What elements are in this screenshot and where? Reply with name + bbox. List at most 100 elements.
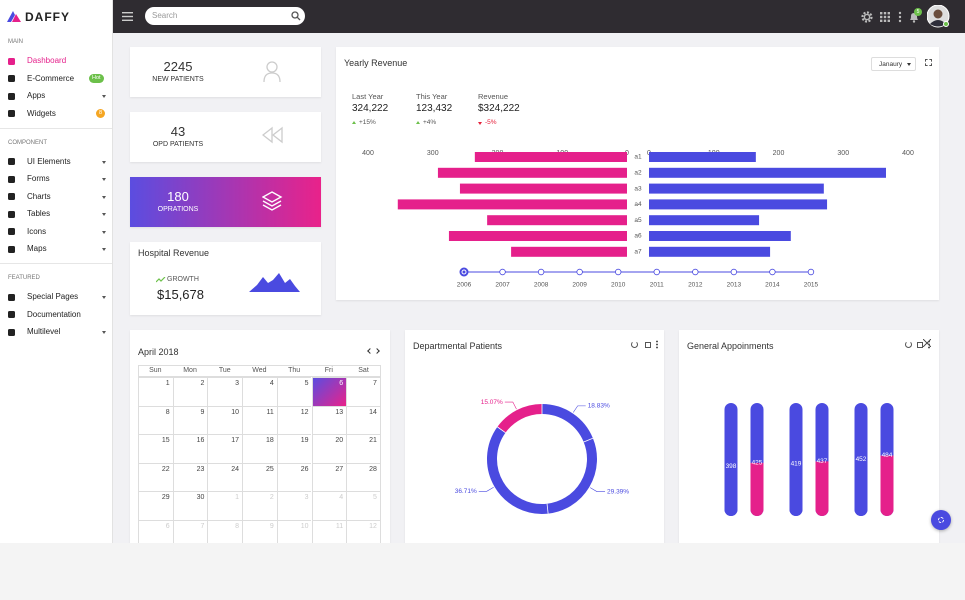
day-number: 10	[300, 522, 309, 530]
calendar-day[interactable]: 12	[346, 519, 381, 543]
calendar-day[interactable]: 2	[172, 377, 208, 406]
prev-button[interactable]	[367, 348, 373, 354]
summary-label: Last Year	[352, 92, 384, 101]
calendar-day[interactable]: 4	[242, 377, 277, 406]
calendar-day[interactable]: 9	[242, 519, 277, 543]
growth-label: GROWTH	[167, 276, 199, 283]
caret	[102, 248, 106, 251]
calendar-day[interactable]: 14	[346, 405, 381, 434]
menu-item[interactable]: Charts	[27, 191, 51, 201]
menu-item[interactable]: Apps	[27, 91, 46, 100]
menu-item[interactable]: Tables	[27, 209, 51, 218]
close-icon[interactable]	[923, 339, 931, 347]
calendar-day[interactable]: 16	[172, 434, 208, 463]
refresh-icon[interactable]	[905, 341, 912, 348]
calendar-day[interactable]: 9	[172, 405, 208, 434]
search-icon	[291, 11, 301, 21]
day-number: 11	[335, 522, 344, 530]
apps-icon[interactable]	[880, 12, 890, 22]
day-number: 22	[161, 465, 170, 473]
calendar-day[interactable]: 21	[346, 434, 381, 463]
menu-item[interactable]: Maps	[27, 244, 47, 253]
day-number: 4	[269, 380, 274, 387]
calendar-day[interactable]: 10	[276, 519, 312, 543]
menu-icon	[8, 293, 15, 301]
calendar-day[interactable]: 26	[276, 462, 312, 491]
sidebar: DAFFY MAIN Dashboard E-Commerce Hot Apps Widg…	[0, 0, 113, 543]
calendar-day[interactable]: 20	[311, 434, 347, 463]
summary-value: 123,432	[416, 103, 453, 114]
calendar-day[interactable]: 22	[138, 462, 173, 491]
menu-button[interactable]	[122, 12, 133, 21]
expand-icon[interactable]	[925, 59, 932, 66]
calendar-day[interactable]: 7	[346, 377, 381, 406]
day-number: 6	[165, 522, 170, 530]
calendar-day[interactable]: 11	[311, 519, 347, 543]
calendar-day[interactable]: 11	[242, 405, 277, 434]
card-title: Departmental Patients	[413, 341, 503, 351]
calendar-day[interactable]: 23	[172, 462, 208, 491]
calendar-day[interactable]: 6	[138, 519, 173, 543]
calendar-day[interactable]: 12	[276, 405, 312, 434]
dropdown-label: Janaury	[879, 60, 903, 68]
caret	[102, 213, 106, 216]
calendar-day[interactable]: 8	[138, 405, 173, 434]
dropdown[interactable]: Janaury	[871, 57, 916, 71]
calendar-day[interactable]: 5	[276, 377, 312, 406]
calendar-day[interactable]: 29	[138, 491, 173, 520]
expand-icon[interactable]	[645, 342, 651, 348]
more-icon[interactable]	[656, 340, 658, 349]
menu-item[interactable]: Documentation	[27, 309, 81, 319]
calendar-day[interactable]: 3	[207, 377, 243, 406]
calendar-day[interactable]: 24	[207, 462, 243, 491]
avatar[interactable]	[927, 5, 951, 29]
day-number: 23	[196, 465, 205, 473]
stat-icon	[262, 191, 283, 211]
calendar-day[interactable]: 10	[207, 405, 243, 434]
trend-arrow	[478, 122, 482, 125]
day-number: 15	[161, 437, 170, 444]
section-title: MAIN	[8, 39, 23, 45]
menu-item[interactable]: Multilevel	[27, 327, 61, 336]
calendar-day[interactable]: 4	[311, 491, 347, 520]
day-number: 5	[372, 494, 377, 501]
more-icon[interactable]	[898, 11, 902, 23]
calendar-day[interactable]: 28	[346, 462, 381, 491]
calendar-day[interactable]: 25	[242, 462, 277, 491]
day-number: 21	[369, 437, 377, 444]
day-number: 13	[335, 408, 344, 416]
day-number: 11	[266, 408, 274, 416]
menu-item[interactable]: Dashboard	[27, 56, 67, 65]
day-number: 27	[335, 465, 344, 473]
calendar-day[interactable]: 2	[242, 491, 277, 520]
refresh-icon[interactable]	[631, 341, 638, 348]
expand-icon[interactable]	[917, 342, 923, 348]
calendar-day[interactable]: 13	[311, 405, 347, 434]
calendar-day[interactable]: 3	[276, 491, 312, 520]
day-number: 1	[235, 494, 240, 501]
calendar-day[interactable]: 27	[311, 462, 347, 491]
calendar-day[interactable]: 1	[138, 377, 173, 406]
weekday: Fri	[324, 367, 333, 374]
menu-item[interactable]: Widgets	[27, 108, 56, 118]
search-box[interactable]: Search	[145, 7, 305, 25]
menu-item[interactable]: Icons	[27, 226, 47, 236]
menu-item[interactable]: Special Pages	[27, 292, 79, 301]
calendar-day[interactable]: 5	[346, 491, 381, 520]
calendar-day[interactable]: 15	[138, 434, 173, 463]
calendar-day[interactable]: 19	[276, 434, 312, 463]
next-button[interactable]	[374, 348, 380, 354]
calendar-day[interactable]: 7	[172, 519, 208, 543]
menu-item[interactable]: UI Elements	[27, 156, 71, 166]
calendar-day[interactable]: 17	[207, 434, 243, 463]
calendar-day[interactable]: 18	[242, 434, 277, 463]
menu-item[interactable]: E-Commerce	[27, 73, 75, 83]
calendar-card: April 2018 Sun Mon Tue Wed Thu Fri Sat 1 2 3 4 5 6 7 8 9…	[130, 330, 390, 543]
weekday: Tue	[218, 367, 231, 374]
calendar-day[interactable]: 1	[207, 491, 243, 520]
menu-item[interactable]: Forms	[27, 174, 50, 183]
calendar-day[interactable]: 8	[207, 519, 243, 543]
calendar-day[interactable]: 30	[172, 491, 208, 520]
calendar-day[interactable]: 6	[311, 377, 347, 406]
settings-icon[interactable]	[861, 11, 873, 23]
